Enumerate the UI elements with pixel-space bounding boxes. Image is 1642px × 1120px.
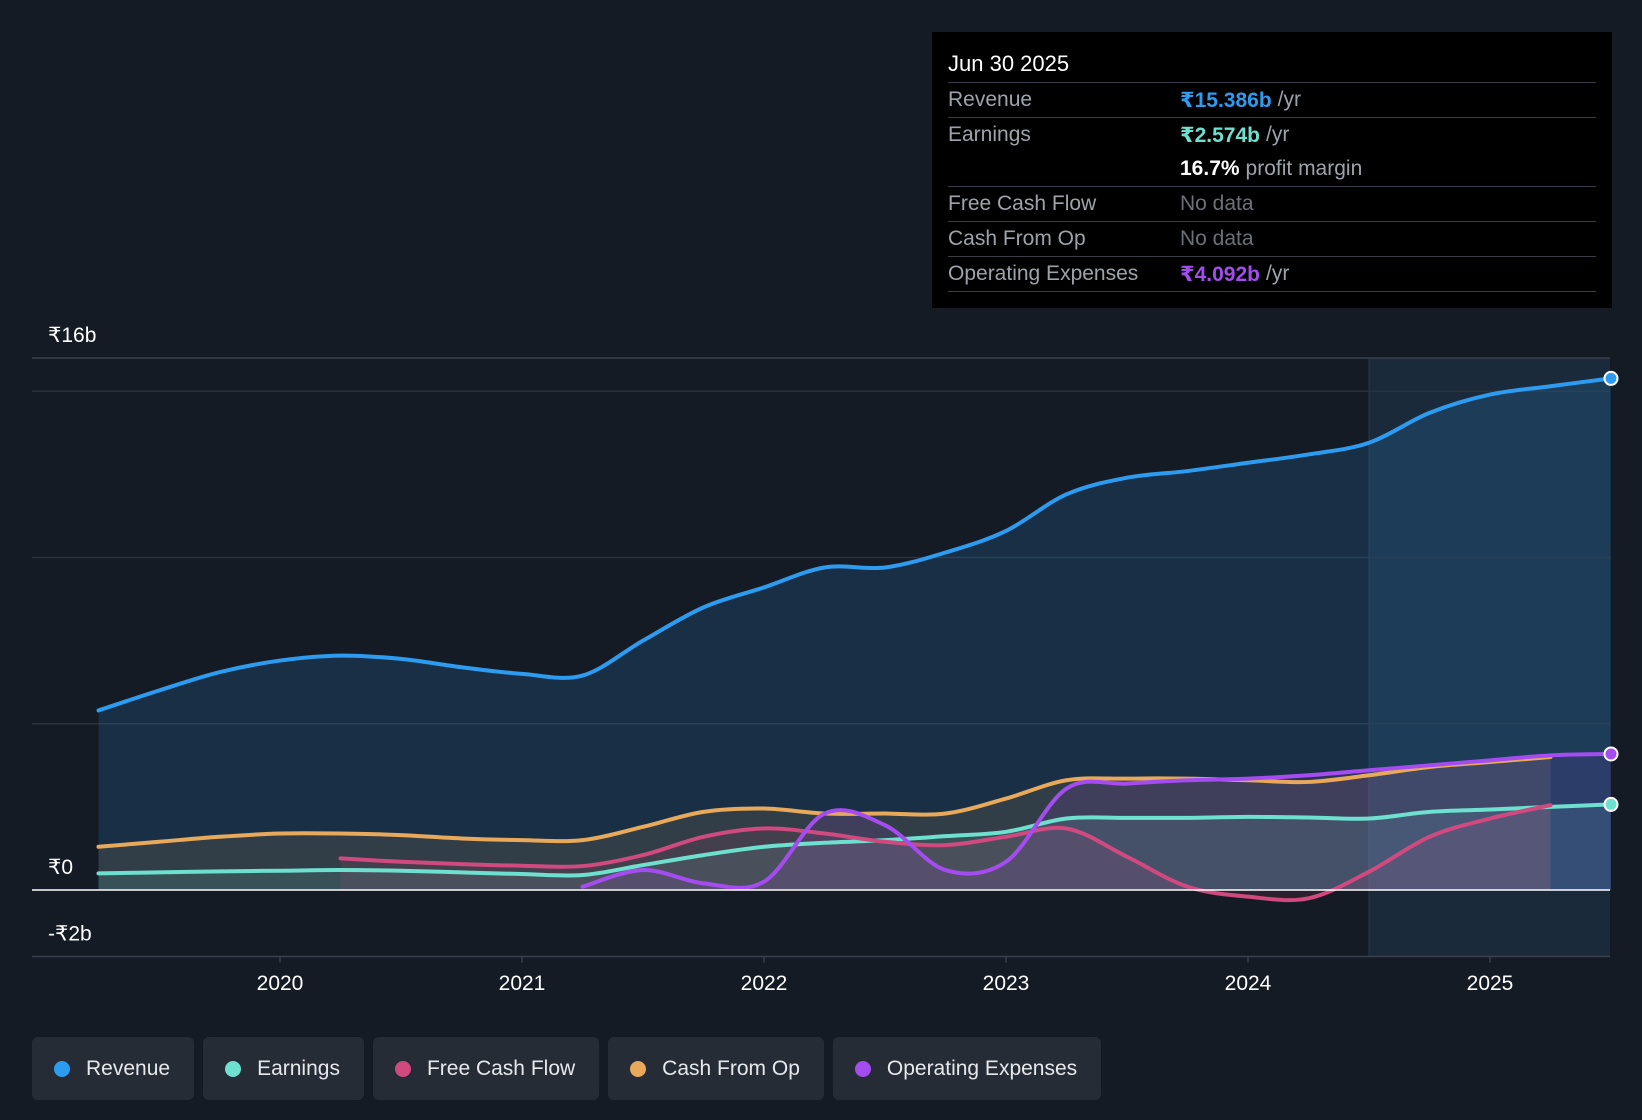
legend-item-revenue[interactable]: Revenue: [32, 1037, 195, 1100]
tooltip-label: Operating Expenses: [948, 262, 1139, 285]
tooltip-row-revenue: Revenue ₹15.386b /yr: [948, 83, 1596, 118]
tooltip-label: Revenue: [948, 88, 1033, 111]
tooltip-value: No data: [1180, 192, 1254, 215]
legend-label: Operating Expenses: [886, 1056, 1078, 1080]
legend-item-operating-expenses[interactable]: Operating Expenses: [832, 1037, 1102, 1100]
line-revenue: [96, 376, 1613, 713]
legend-dot-icon: [630, 1060, 647, 1077]
end-marker-revenue: [1603, 370, 1619, 386]
series-lines: [32, 376, 1613, 903]
tooltip-label: Earnings: [948, 123, 1031, 146]
x-tick-label: 2024: [1225, 972, 1272, 995]
legend-dot-icon: [394, 1060, 411, 1077]
x-tick-label: 2025: [1467, 972, 1514, 995]
end-marker-earnings: [1603, 796, 1619, 812]
tooltip-value: ₹15.386b: [1180, 88, 1272, 112]
legend-dot-icon: [54, 1060, 70, 1077]
legend-label: Cash From Op: [662, 1056, 800, 1080]
x-tick-label: 2022: [741, 972, 788, 995]
chart: ₹16b ₹0 -₹2b 2020 2021 2022 2023 2024 2025: [32, 324, 1619, 995]
legend-item-free-cash-flow[interactable]: Free Cash Flow: [372, 1037, 600, 1100]
tooltip-row-cash-from-op: Cash From Op No data: [948, 222, 1596, 257]
tooltip-value: ₹2.574b: [1180, 123, 1260, 147]
tooltip-label: Cash From Op: [948, 227, 1086, 250]
tooltip: Jun 30 2025 Revenue ₹15.386b /yr Earning…: [932, 32, 1612, 308]
line-earnings: [96, 802, 1613, 878]
end-markers: [1603, 370, 1619, 812]
area-free-cash-flow: [340, 805, 1551, 901]
y-tick-label: ₹0: [48, 856, 73, 879]
end-marker-operating-expenses: [1603, 746, 1619, 762]
line-free-cash-flow: [338, 803, 1553, 903]
tooltip-label: Free Cash Flow: [948, 192, 1097, 215]
legend-dot-icon: [225, 1060, 242, 1077]
tooltip-row-free-cash-flow: Free Cash Flow No data: [948, 187, 1596, 222]
x-tick-label: 2023: [983, 972, 1030, 995]
y-axis: ₹16b ₹0 -₹2b: [48, 324, 96, 946]
tooltip-value: No data: [1180, 227, 1254, 250]
legend-dot-icon: [854, 1060, 871, 1077]
area-revenue: [98, 378, 1611, 890]
grid: [32, 357, 1610, 958]
legend-label: Free Cash Flow: [426, 1056, 576, 1080]
area-cash-from-op: [98, 757, 1551, 890]
tooltip-row-profit-margin: 16.7% profit margin: [948, 152, 1596, 187]
tooltip-row-operating-expenses: Operating Expenses ₹4.092b /yr: [948, 257, 1596, 292]
tooltip-value: 16.7%: [1180, 157, 1240, 180]
legend-item-cash-from-op[interactable]: Cash From Op: [608, 1037, 824, 1100]
x-tick-label: 2020: [257, 972, 304, 995]
line-operating-expenses: [580, 751, 1613, 890]
legend-label: Earnings: [257, 1056, 340, 1080]
tooltip-row-earnings: Earnings ₹2.574b /yr: [948, 118, 1596, 152]
area-earnings: [98, 804, 1611, 890]
x-tick-label: 2021: [499, 972, 546, 995]
legend-item-earnings[interactable]: Earnings: [203, 1037, 364, 1100]
series-areas: [98, 378, 1611, 901]
tooltip-unit: /yr: [1277, 88, 1301, 111]
tooltip-date: Jun 30 2025: [948, 46, 1596, 83]
highlight-band: [1369, 358, 1610, 957]
tooltip-unit: /yr: [1266, 123, 1290, 146]
y-tick-label: ₹16b: [48, 324, 96, 347]
area-operating-expenses: [582, 753, 1611, 890]
tooltip-value: ₹4.092b: [1180, 262, 1260, 286]
y-tick-label: -₹2b: [48, 923, 92, 946]
legend-label: Revenue: [86, 1056, 171, 1080]
legend: Revenue Earnings Free Cash Flow Cash Fro…: [32, 1037, 1102, 1100]
x-axis: 2020 2021 2022 2023 2024 2025: [257, 956, 1514, 995]
tooltip-unit: /yr: [1266, 262, 1290, 285]
tooltip-unit: profit margin: [1245, 157, 1363, 180]
